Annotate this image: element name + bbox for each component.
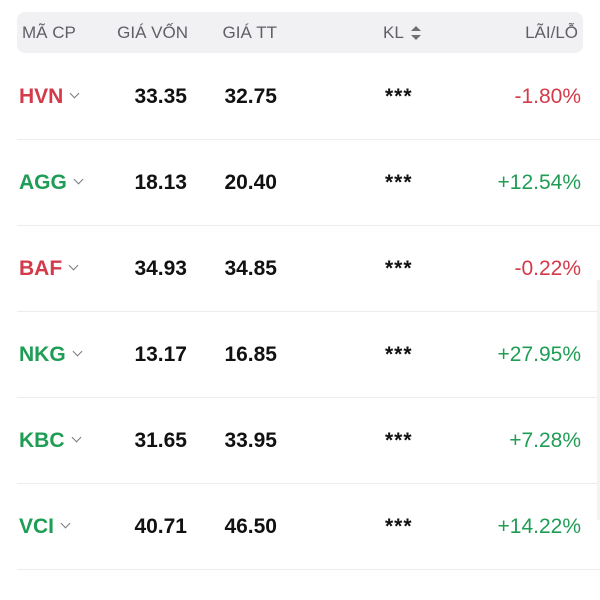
cost-price: 13.17 xyxy=(134,343,187,366)
table-row[interactable]: NKG 13.17 16.85 *** +27.95% xyxy=(17,312,600,398)
chevron-down-icon xyxy=(60,518,71,529)
cost-price: 31.65 xyxy=(134,429,187,452)
cost-price: 34.93 xyxy=(134,257,187,280)
profit-loss: +12.54% xyxy=(497,171,582,194)
market-price: 34.85 xyxy=(224,257,277,280)
scrollbar-track[interactable] xyxy=(597,280,600,520)
chevron-down-icon xyxy=(71,432,81,443)
sort-icon xyxy=(410,25,421,40)
ticker-dropdown[interactable]: BAF xyxy=(19,226,79,311)
cost-price: 33.35 xyxy=(134,85,187,108)
volume-hidden: *** xyxy=(385,171,413,194)
chevron-down-icon xyxy=(72,346,83,357)
ticker-dropdown[interactable]: NKG xyxy=(19,312,83,397)
ticker-dropdown[interactable]: KBC xyxy=(19,398,81,483)
ticker-label: NKG xyxy=(19,343,66,366)
holdings-list: HVN 33.35 32.75 *** -1.80% AGG 18.13 20.… xyxy=(0,54,600,570)
volume-hidden: *** xyxy=(385,257,413,280)
table-row[interactable]: BAF 34.93 34.85 *** -0.22% xyxy=(17,226,600,312)
ticker-dropdown[interactable]: AGG xyxy=(19,140,84,225)
table-row[interactable]: AGG 18.13 20.40 *** +12.54% xyxy=(17,140,600,226)
market-price: 32.75 xyxy=(224,85,277,108)
header-profit-loss[interactable]: LÃI/LỖ xyxy=(525,23,578,42)
chevron-down-icon xyxy=(68,260,79,271)
market-price: 16.85 xyxy=(224,343,277,366)
header-volume-sort[interactable]: KL xyxy=(383,12,421,53)
ticker-dropdown[interactable]: VCI xyxy=(19,484,71,569)
market-price: 20.40 xyxy=(224,171,277,194)
cost-price: 40.71 xyxy=(134,515,187,538)
profit-loss: +14.22% xyxy=(497,515,582,538)
market-price: 46.50 xyxy=(224,515,277,538)
profit-loss: +7.28% xyxy=(509,429,581,452)
ticker-label: AGG xyxy=(19,171,67,194)
header-price[interactable]: GIÁ TT xyxy=(222,23,277,42)
cost-price: 18.13 xyxy=(134,171,187,194)
header-volume-label: KL xyxy=(383,23,404,42)
table-row[interactable]: KBC 31.65 33.95 *** +7.28% xyxy=(17,398,600,484)
table-row[interactable]: VCI 40.71 46.50 *** +14.22% xyxy=(17,484,600,570)
volume-hidden: *** xyxy=(385,515,413,538)
ticker-label: KBC xyxy=(19,429,65,452)
ticker-label: VCI xyxy=(19,515,55,538)
ticker-label: HVN xyxy=(19,85,64,108)
table-header: MÃ CP GIÁ VỐN GIÁ TT KL LÃI/LỖ xyxy=(17,12,583,53)
ticker-dropdown[interactable]: HVN xyxy=(19,54,80,139)
volume-hidden: *** xyxy=(385,343,413,366)
chevron-down-icon xyxy=(73,174,84,185)
volume-hidden: *** xyxy=(385,85,413,108)
ticker-label: BAF xyxy=(19,257,63,280)
market-price: 33.95 xyxy=(224,429,277,452)
volume-hidden: *** xyxy=(385,429,413,452)
chevron-down-icon xyxy=(69,88,80,99)
profit-loss: -0.22% xyxy=(514,257,581,280)
table-row[interactable]: HVN 33.35 32.75 *** -1.80% xyxy=(17,54,600,140)
header-cost[interactable]: GIÁ VỐN xyxy=(117,23,188,42)
header-code[interactable]: MÃ CP xyxy=(22,23,76,42)
profit-loss: +27.95% xyxy=(497,343,582,366)
profit-loss: -1.80% xyxy=(514,85,581,108)
